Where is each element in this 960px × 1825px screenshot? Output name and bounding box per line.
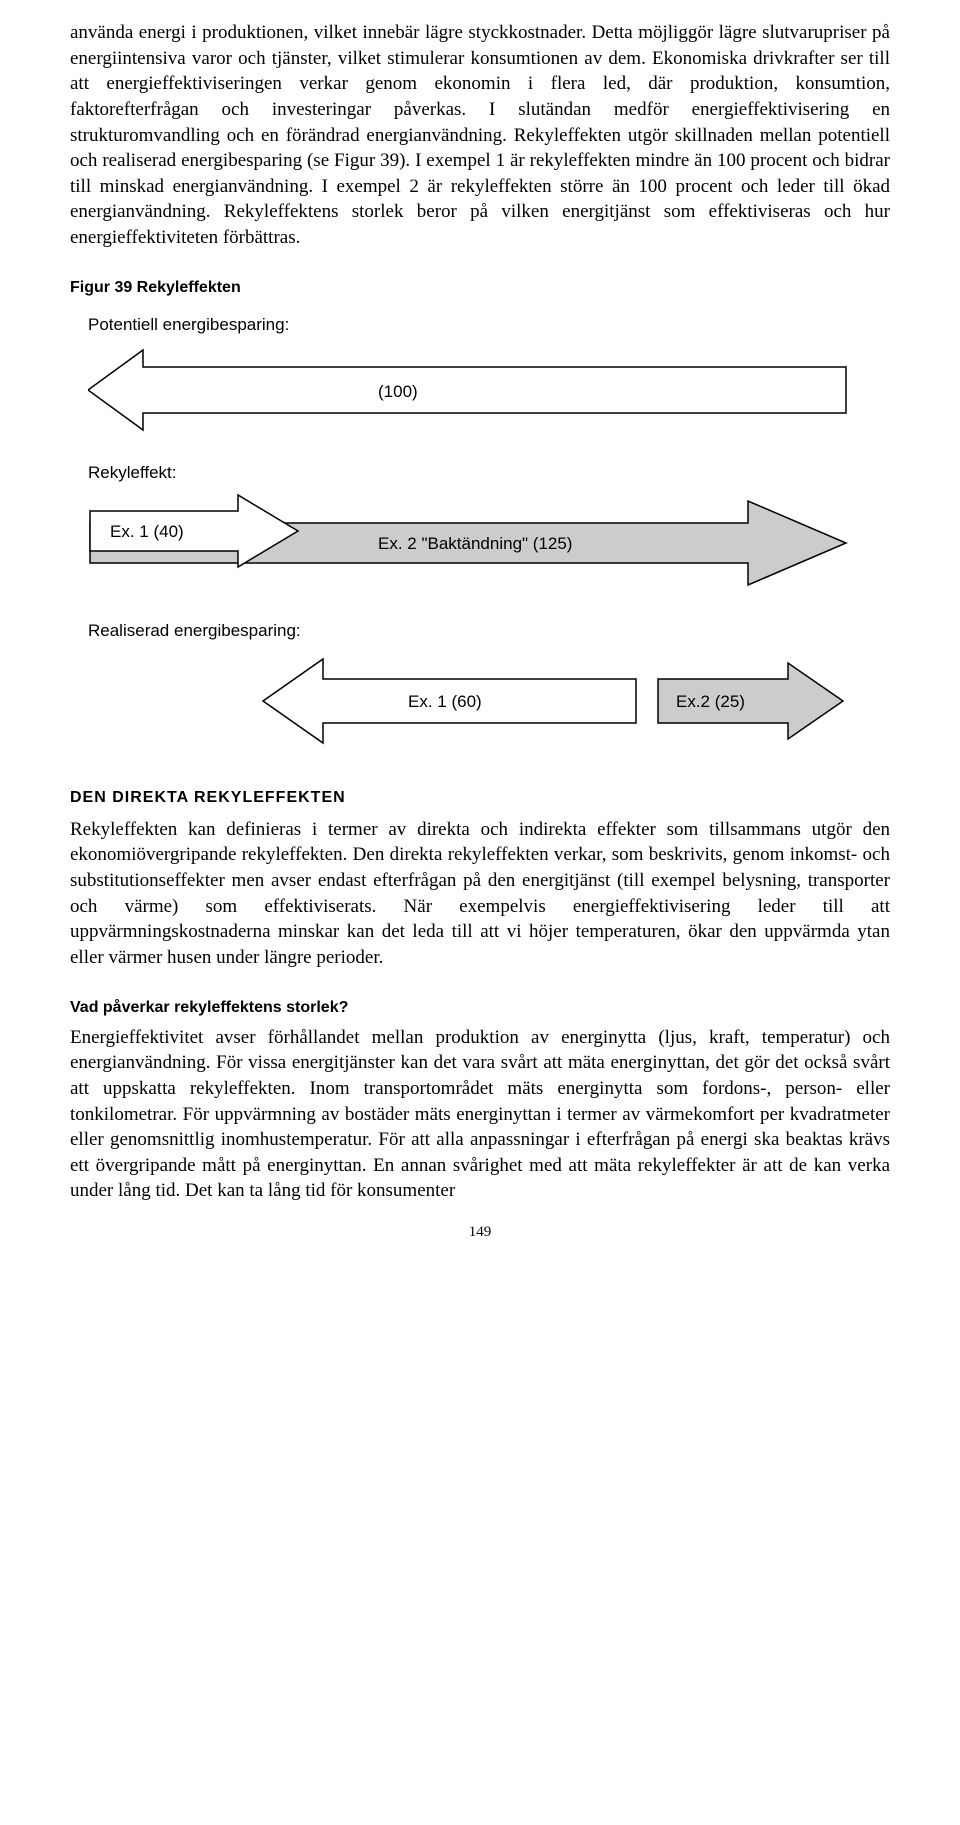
- ex2-real-text: Ex.2 (25): [676, 692, 745, 711]
- rekyl-block: Rekyleffekt: Ex. 2 "Baktändning" (125) E…: [88, 463, 890, 593]
- ex1-rekyl-text: Ex. 1 (40): [110, 522, 184, 541]
- potential-value-text: (100): [378, 382, 418, 401]
- ex1-real-text: Ex. 1 (60): [408, 692, 482, 711]
- potential-block: Potentiell energibesparing: (100): [88, 315, 890, 435]
- paragraph-1: använda energi i produktionen, vilket in…: [70, 20, 890, 251]
- potential-arrow: (100): [88, 345, 848, 435]
- page-container: använda energi i produktionen, vilket in…: [0, 0, 960, 1271]
- rekyl-label: Rekyleffekt:: [88, 463, 890, 483]
- realised-label: Realiserad energibesparing:: [88, 621, 890, 641]
- rekyl-arrows: Ex. 2 "Baktändning" (125) Ex. 1 (40): [88, 493, 848, 593]
- paragraph-3: Energieffektivitet avser förhållandet me…: [70, 1025, 890, 1204]
- sub-heading-size: Vad påverkar rekyleffektens storlek?: [70, 999, 890, 1017]
- figure-title: Figur 39 Rekyleffekten: [70, 279, 890, 297]
- ex2-rekyl-text: Ex. 2 "Baktändning" (125): [378, 534, 572, 553]
- paragraph-2: Rekyleffekten kan definieras i termer av…: [70, 817, 890, 971]
- page-number: 149: [70, 1224, 890, 1241]
- section-heading-direct: DEN DIREKTA REKYLEFFEKTEN: [70, 789, 890, 807]
- potential-label: Potentiell energibesparing:: [88, 315, 890, 335]
- rebound-diagram: Potentiell energibesparing: (100) Rekyle…: [88, 315, 890, 751]
- realised-arrows: Ex. 1 (60) Ex.2 (25): [88, 651, 848, 751]
- realised-block: Realiserad energibesparing: Ex. 1 (60) E…: [88, 621, 890, 751]
